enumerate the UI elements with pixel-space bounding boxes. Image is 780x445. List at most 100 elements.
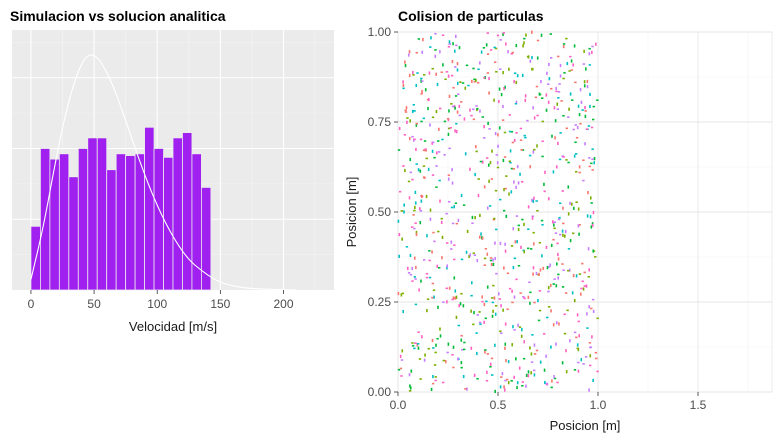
particle-point	[415, 51, 418, 54]
histogram-bar	[201, 187, 212, 291]
particle-point	[452, 345, 455, 349]
particle-point	[502, 32, 506, 34]
particle-point	[569, 201, 571, 205]
particle-point	[572, 232, 575, 235]
particle-point	[501, 372, 504, 376]
particle-point	[447, 74, 450, 78]
y-tick-label: 0.25	[368, 295, 392, 309]
particle-point	[531, 198, 533, 202]
particle-point	[443, 154, 446, 156]
particle-point	[453, 244, 456, 246]
particle-point	[438, 107, 442, 110]
particle-point	[571, 99, 574, 101]
particle-point	[448, 40, 451, 44]
particle-point	[414, 190, 417, 194]
particle-point	[480, 50, 483, 54]
particle-point	[562, 233, 564, 237]
particle-point	[457, 324, 460, 327]
particle-point	[522, 357, 526, 360]
particle-point	[424, 149, 427, 152]
particle-point	[557, 273, 560, 276]
particle-point	[403, 134, 407, 136]
particle-point	[513, 375, 515, 379]
particle-point	[564, 234, 566, 238]
particle-point	[536, 39, 540, 42]
particle-point	[470, 309, 472, 313]
particle-point	[440, 71, 443, 74]
particle-point	[514, 240, 517, 244]
particle-point	[473, 254, 477, 257]
particle-point	[571, 202, 573, 206]
particle-point	[555, 86, 558, 91]
particle-point	[569, 55, 572, 58]
particle-point	[437, 140, 440, 142]
particle-point	[549, 33, 552, 35]
particle-point	[578, 113, 581, 117]
particle-point	[428, 259, 431, 262]
particle-point	[527, 374, 530, 378]
particle-point	[489, 257, 493, 259]
particle-point	[552, 283, 555, 285]
particle-point	[418, 207, 421, 211]
particle-point	[446, 118, 450, 120]
particle-point	[410, 226, 414, 228]
particle-point	[409, 386, 412, 390]
particle-point	[456, 81, 459, 86]
particle-point	[533, 373, 536, 377]
particle-point	[512, 325, 514, 329]
particle-point	[469, 167, 471, 171]
particle-point	[462, 304, 465, 308]
particle-point	[414, 342, 417, 344]
particle-point	[513, 257, 517, 260]
particle-point	[550, 345, 552, 349]
particle-point	[439, 327, 441, 331]
particle-point	[540, 33, 543, 37]
particle-point	[417, 331, 420, 333]
particle-point	[470, 294, 473, 297]
particle-point	[413, 110, 416, 112]
particle-point	[588, 268, 591, 272]
particle-point	[504, 322, 507, 326]
particle-point	[578, 171, 581, 174]
particle-point	[554, 232, 558, 234]
particle-point	[429, 208, 432, 212]
particle-point	[495, 272, 498, 275]
particle-point	[412, 70, 414, 75]
particle-point	[454, 129, 456, 133]
particle-point	[555, 321, 558, 325]
particle-point	[457, 93, 460, 96]
particle-point	[419, 378, 422, 380]
particle-point	[508, 130, 512, 133]
particle-point	[404, 60, 406, 64]
particle-point	[437, 230, 440, 233]
particle-point	[428, 97, 430, 102]
particle-point	[591, 335, 593, 339]
particle-point	[500, 332, 503, 335]
particle-point	[414, 303, 418, 306]
particle-point	[419, 138, 423, 141]
particle-point	[576, 343, 579, 347]
particle-point	[442, 63, 444, 67]
particle-point	[589, 364, 592, 367]
particle-point	[417, 168, 420, 172]
particle-point	[566, 61, 569, 66]
particle-point	[503, 188, 505, 192]
particle-point	[562, 222, 565, 225]
particle-point	[531, 67, 534, 70]
particle-point	[502, 104, 504, 109]
particle-point	[431, 116, 435, 119]
particle-point	[593, 157, 596, 161]
particle-point	[578, 232, 580, 236]
particle-point	[400, 293, 403, 297]
particle-point	[555, 165, 558, 169]
particle-point	[563, 72, 566, 74]
histogram-bar	[87, 137, 98, 291]
particle-point	[558, 158, 562, 161]
particle-point	[548, 62, 550, 67]
particle-point	[447, 127, 451, 130]
particle-point	[397, 219, 400, 223]
particle-point	[409, 119, 411, 123]
particle-point	[498, 99, 500, 104]
particle-point	[565, 349, 567, 353]
